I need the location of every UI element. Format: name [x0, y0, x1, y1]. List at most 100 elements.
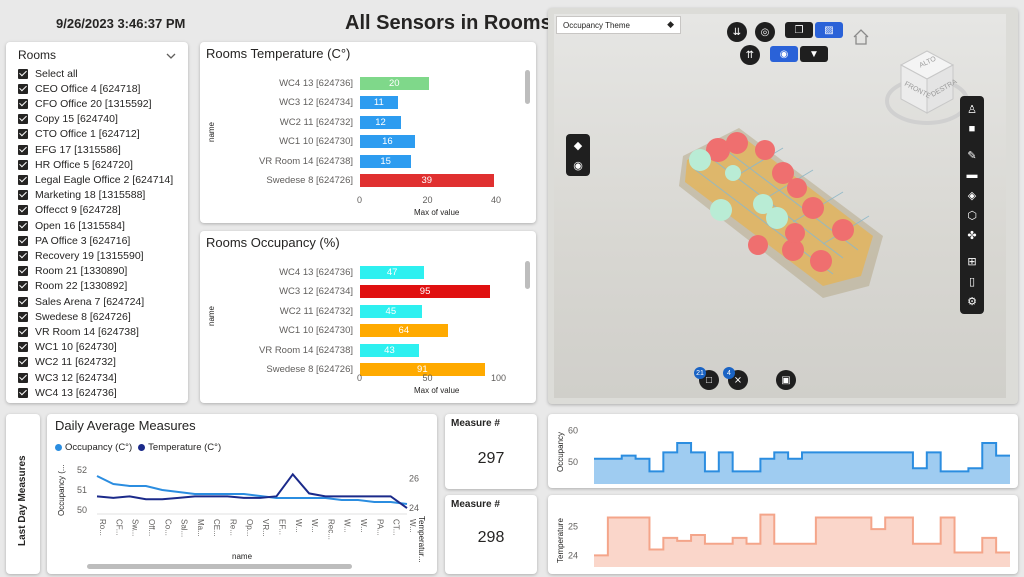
area-line[interactable]	[594, 441, 1010, 473]
checkbox-checked-icon[interactable]	[18, 114, 28, 125]
bar[interactable]	[360, 363, 485, 376]
slicer-item[interactable]: Select all	[18, 66, 78, 81]
left-axis-tick: 51	[77, 485, 87, 495]
person-icon[interactable]: ♙	[967, 103, 977, 116]
series-line[interactable]	[96, 472, 408, 509]
bar[interactable]	[360, 135, 415, 149]
building-model[interactable]	[673, 118, 893, 303]
folder-icon[interactable]: ▬	[966, 169, 978, 181]
slicer-title: Rooms	[18, 48, 57, 62]
cluster-icon[interactable]: ✤	[967, 229, 977, 242]
slicer-item[interactable]: WC2 11 [624732]	[18, 355, 116, 370]
report-datetime: 9/26/2023 3:46:37 PM	[56, 16, 186, 31]
slicer-item[interactable]: VR Room 14 [624738]	[18, 324, 139, 339]
camera-icon[interactable]: ■	[968, 123, 976, 135]
stack-icon[interactable]: ◈	[967, 189, 977, 202]
bar[interactable]	[360, 77, 429, 90]
bar[interactable]	[360, 174, 494, 187]
slicer-item[interactable]: Sales Arena 7 [624724]	[18, 294, 144, 309]
slicer-item[interactable]: PA Office 3 [624716]	[18, 233, 130, 248]
checkbox-checked-icon[interactable]	[18, 98, 28, 109]
slicer-item[interactable]: CEO Office 4 [624718]	[18, 81, 140, 96]
device-icon[interactable]: ▯	[968, 275, 976, 288]
level-down-icon[interactable]: ⇊	[727, 22, 747, 42]
slicer-item[interactable]: Offecct 9 [624728]	[18, 203, 121, 218]
checkbox-checked-icon[interactable]	[18, 144, 28, 155]
checkbox-checked-icon[interactable]	[18, 68, 28, 79]
bar[interactable]	[360, 96, 398, 110]
x-axis-tick: Sw...	[131, 519, 140, 536]
slicer-item[interactable]: HR Office 5 [624720]	[18, 157, 133, 172]
measure-icon[interactable]: ✎	[967, 149, 977, 162]
bar[interactable]	[360, 343, 419, 357]
slicer-item[interactable]: CTO Office 1 [624712]	[18, 127, 140, 142]
slicer-item[interactable]: Room 22 [1330892]	[18, 279, 127, 294]
checkbox-checked-icon[interactable]	[18, 296, 28, 307]
bar[interactable]	[360, 324, 448, 338]
bar[interactable]	[360, 115, 402, 129]
daily-average-chart: Daily Average Measures Occupancy (C°) Te…	[47, 414, 437, 574]
hierarchy-icon[interactable]: ⊞	[967, 255, 977, 268]
slicer-item[interactable]: WC1 10 [624730]	[18, 340, 117, 355]
slicer-item[interactable]: Marketing 18 [1315588]	[18, 188, 145, 203]
filter-icon[interactable]: ▼	[800, 46, 828, 62]
settings-gear-icon[interactable]: ⚙	[967, 295, 977, 308]
right-toolbar: ♙ ■ ✎ ▬ ◈ ⬡ ✤ ⊞ ▯ ⚙	[960, 96, 984, 314]
checkbox-checked-icon[interactable]	[18, 235, 28, 246]
checkbox-checked-icon[interactable]	[18, 311, 28, 322]
bar-value-label: 15	[380, 155, 391, 167]
daily-scrollbar[interactable]	[87, 564, 352, 569]
slicer-chevron-down-icon[interactable]	[165, 48, 177, 59]
slicer-item[interactable]: Copy 15 [624740]	[18, 112, 118, 127]
building-3d-view[interactable]: Occupancy Theme ◆ ⇊ ◎ ❐ ▨ ⇈ ◉ ▼ ALTO FRO…	[548, 8, 1018, 404]
target-icon[interactable]: ◎	[755, 22, 775, 42]
checkbox-checked-icon[interactable]	[18, 205, 28, 216]
checkbox-checked-icon[interactable]	[18, 372, 28, 383]
cube-icon[interactable]: ⬡	[967, 209, 977, 222]
slicer-item[interactable]: WC4 13 [624736]	[18, 385, 117, 400]
level-up-icon[interactable]: ⇈	[740, 45, 760, 65]
slicer-item[interactable]: CFO Office 20 [1315592]	[18, 96, 152, 111]
checkbox-checked-icon[interactable]	[18, 342, 28, 353]
layers-toggle-icon[interactable]: ◆	[573, 139, 583, 152]
checkbox-checked-icon[interactable]	[18, 326, 28, 337]
hatch-icon[interactable]: ▨	[815, 22, 843, 38]
theme-dropdown[interactable]: Occupancy Theme ◆	[556, 16, 681, 34]
view-cube[interactable]: ALTO FRONTE DESTRA	[883, 43, 971, 133]
last-day-measures-panel: Last Day Measures	[6, 414, 40, 574]
slicer-item[interactable]: WC3 12 [624734]	[18, 370, 117, 385]
checkbox-checked-icon[interactable]	[18, 266, 28, 277]
daily-chart-title: Daily Average Measures	[55, 418, 196, 433]
measure-1-value: 297	[477, 450, 505, 467]
x-axis-tick: CE...	[212, 519, 221, 537]
home-icon[interactable]	[852, 28, 870, 46]
slicer-item[interactable]: EFG 17 [1315586]	[18, 142, 121, 157]
checkbox-checked-icon[interactable]	[18, 281, 28, 292]
bar[interactable]	[360, 154, 412, 168]
sensor-signal-icon[interactable]: ◉	[573, 159, 583, 172]
copy-view-icon[interactable]: ❐	[785, 22, 813, 38]
bar[interactable]	[360, 285, 491, 299]
temperature-scrollbar[interactable]	[525, 70, 530, 104]
slicer-item[interactable]: Open 16 [1315584]	[18, 218, 125, 233]
checkbox-checked-icon[interactable]	[18, 250, 28, 261]
checkbox-checked-icon[interactable]	[18, 387, 28, 398]
checkbox-checked-icon[interactable]	[18, 190, 28, 201]
checkbox-checked-icon[interactable]	[18, 83, 28, 94]
series-line[interactable]	[96, 475, 408, 505]
slicer-item[interactable]: Legal Eagle Office 2 [624714]	[18, 172, 173, 187]
checkbox-checked-icon[interactable]	[18, 357, 28, 368]
checkbox-checked-icon[interactable]	[18, 220, 28, 231]
slicer-item[interactable]: Room 21 [1330890]	[18, 264, 127, 279]
checkbox-checked-icon[interactable]	[18, 174, 28, 185]
slicer-item[interactable]: Recovery 19 [1315590]	[18, 248, 144, 263]
occupancy-scrollbar[interactable]	[525, 261, 530, 289]
bar[interactable]	[360, 304, 422, 318]
bar[interactable]	[360, 266, 425, 279]
slicer-item[interactable]: Swedese 8 [624726]	[18, 309, 131, 324]
save-icon[interactable]: ▣	[776, 370, 796, 390]
focus-icon[interactable]: ◉	[770, 46, 798, 62]
checkbox-checked-icon[interactable]	[18, 159, 28, 170]
checkbox-checked-icon[interactable]	[18, 129, 28, 140]
area-line[interactable]	[594, 513, 1010, 557]
